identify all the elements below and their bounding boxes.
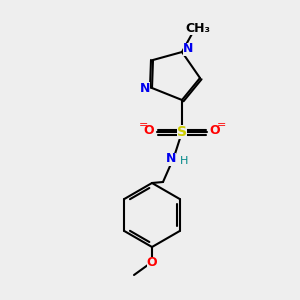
Text: N: N bbox=[166, 152, 176, 166]
Text: H: H bbox=[180, 156, 188, 166]
Text: O: O bbox=[210, 124, 220, 137]
Text: =: = bbox=[216, 120, 226, 130]
Text: O: O bbox=[147, 256, 157, 269]
Text: N: N bbox=[183, 43, 193, 56]
Text: O: O bbox=[144, 124, 154, 137]
Text: =: = bbox=[138, 120, 148, 130]
Text: S: S bbox=[177, 125, 187, 139]
Text: CH₃: CH₃ bbox=[185, 22, 211, 34]
Text: N: N bbox=[140, 82, 150, 94]
